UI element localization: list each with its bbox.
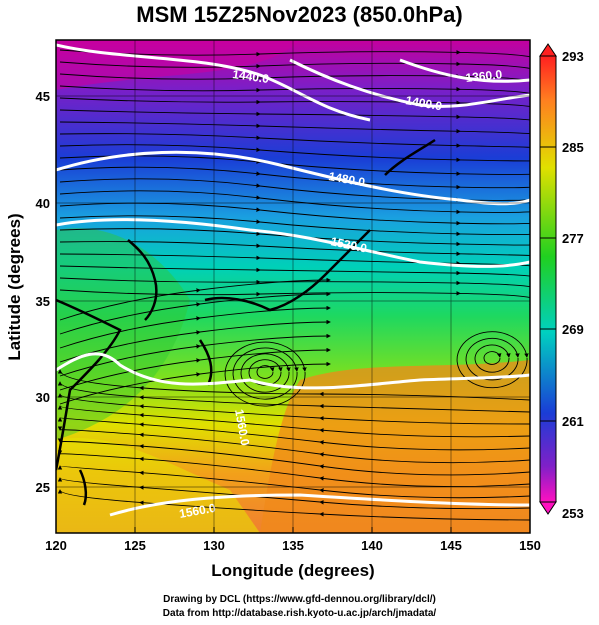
contour-label: 1400.0: [404, 93, 443, 113]
lat-lon-grid: [56, 40, 530, 533]
colorbar-tick: 253: [562, 506, 584, 521]
streamline: [59, 49, 530, 66]
contour-label: 1560.0: [232, 408, 252, 447]
y-tick-label: 25: [36, 480, 50, 495]
colorbar-tick: 285: [562, 140, 584, 155]
x-tick-label: 135: [282, 538, 304, 553]
y-tick-label: 45: [36, 89, 50, 104]
contour-label: 1440.0: [232, 67, 271, 86]
colorbar-tick: 261: [562, 414, 584, 429]
x-tick-label: 145: [440, 538, 462, 553]
contour-1560: [56, 352, 530, 390]
coast-china: [56, 298, 122, 471]
x-tick-label: 125: [124, 538, 146, 553]
y-tick-labels: 25 30 35 40 45: [36, 89, 50, 495]
streamline: [59, 333, 331, 377]
map-title: MSM 15Z25Nov2023 (850.0hPa): [136, 2, 463, 27]
streamline: [474, 344, 511, 373]
x-tick-label: 120: [45, 538, 67, 553]
x-tick-labels: 120 125 130 135 140 145 150: [45, 538, 541, 553]
colorbar-tick: 269: [562, 322, 584, 337]
contour-1400: [289, 58, 530, 108]
coast-kyushu: [198, 339, 213, 386]
y-tick-label: 35: [36, 294, 50, 309]
y-tick-label: 30: [36, 390, 50, 405]
y-axis-label: Latitude (degrees): [5, 213, 24, 360]
streamline: [59, 361, 331, 405]
streamline: [59, 85, 530, 102]
streamline: [59, 97, 530, 114]
footer-credit-data: Data from http://database.rish.kyoto-u.a…: [162, 608, 437, 619]
streamline: [59, 121, 530, 138]
streamline: [59, 319, 331, 363]
colorbar-tick: 293: [562, 49, 584, 64]
coast-japan-hokkaido: [384, 138, 436, 176]
x-axis-label: Longitude (degrees): [211, 561, 374, 580]
streamline: [483, 351, 502, 365]
coast-japan-honshu: [204, 229, 371, 312]
x-tick-label: 140: [361, 538, 383, 553]
contour-labels: 1440.0 1400.0 1360.0 1480.0 1520.0 1560.…: [178, 67, 503, 521]
streamline: [59, 133, 530, 151]
streamline: [59, 277, 530, 294]
contour-label: 1360.0: [465, 67, 503, 85]
colorbar: [539, 43, 557, 515]
x-tick-label: 150: [519, 538, 541, 553]
wind-streamlines: [57, 49, 530, 521]
streamline: [59, 291, 331, 335]
streamline: [57, 489, 530, 521]
streamline: [59, 109, 530, 126]
x-axis-ticks: [55, 527, 531, 533]
coastlines: [56, 138, 436, 506]
streamline: [59, 305, 331, 349]
contour-1520: [56, 218, 530, 268]
coast-korea: [127, 239, 158, 321]
coast-taiwan: [78, 469, 88, 506]
contour-1440: [56, 43, 371, 122]
height-contours: [56, 43, 530, 517]
streamline: [59, 289, 530, 306]
streamline: [59, 347, 331, 391]
footer-credit-drawing: Drawing by DCL (https://www.gfd-dennou.o…: [163, 594, 436, 605]
streamline: [59, 277, 331, 321]
colorbar-labels: 293 285 277 269 261 253: [562, 49, 584, 521]
contour-1560b: [109, 493, 530, 517]
colorbar-tick: 277: [562, 231, 584, 246]
streamline: [59, 73, 530, 90]
streamline: [465, 337, 520, 381]
contour-label: 1480.0: [327, 169, 366, 189]
streamline: [456, 331, 529, 389]
streamline: [59, 61, 530, 77]
y-tick-label: 40: [36, 196, 50, 211]
contour-1360: [399, 58, 530, 83]
x-tick-label: 130: [203, 538, 225, 553]
streamline: [59, 241, 530, 259]
contour-label: 1560.0: [178, 501, 217, 521]
